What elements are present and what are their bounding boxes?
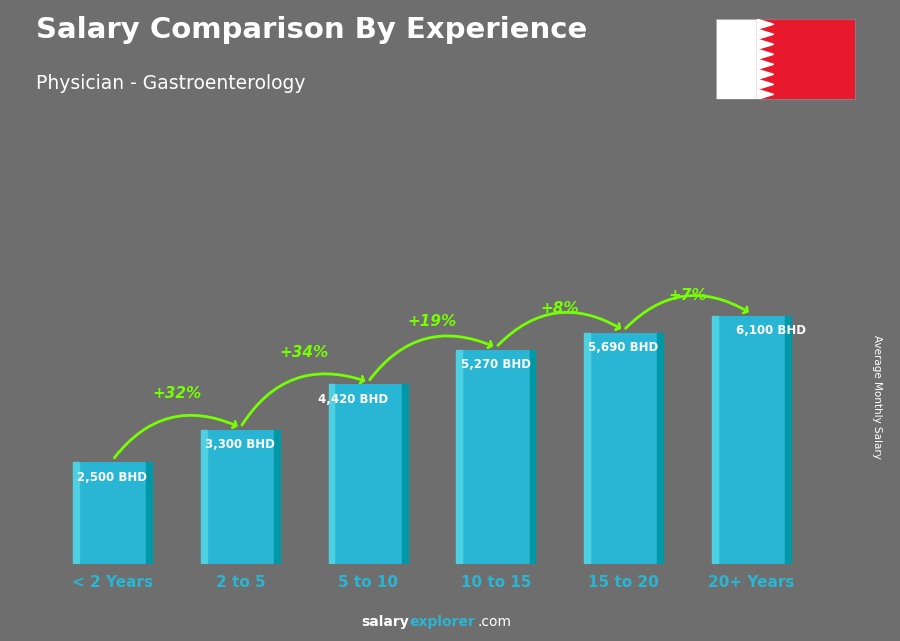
Polygon shape [328,385,334,564]
Polygon shape [758,89,774,99]
Text: +7%: +7% [668,288,706,303]
Text: +8%: +8% [540,301,579,316]
Polygon shape [658,333,663,564]
Polygon shape [584,333,590,564]
Text: Physician - Gastroenterology: Physician - Gastroenterology [36,74,305,93]
Bar [328,385,408,564]
Polygon shape [758,29,774,39]
Polygon shape [758,49,774,60]
Bar [716,19,758,99]
Polygon shape [530,350,536,564]
Text: 5,690 BHD: 5,690 BHD [589,341,659,354]
Polygon shape [456,350,462,564]
Text: 2,500 BHD: 2,500 BHD [76,470,147,483]
Text: 6,100 BHD: 6,100 BHD [735,324,806,337]
Text: Salary Comparison By Experience: Salary Comparison By Experience [36,16,587,44]
Text: 5,270 BHD: 5,270 BHD [461,358,531,371]
Polygon shape [758,19,774,29]
Bar [456,350,536,564]
Polygon shape [402,385,408,564]
Polygon shape [758,39,774,49]
Polygon shape [758,69,774,79]
Bar [584,333,663,564]
Text: 4,420 BHD: 4,420 BHD [318,392,388,406]
Polygon shape [712,316,717,564]
Text: salary: salary [362,615,410,629]
Bar [201,430,280,564]
Text: +34%: +34% [280,345,328,360]
Polygon shape [758,60,774,69]
Text: +32%: +32% [152,386,201,401]
Text: .com: .com [478,615,512,629]
Text: Average Monthly Salary: Average Monthly Salary [872,335,883,460]
Polygon shape [73,462,79,564]
Polygon shape [147,462,152,564]
Text: explorer: explorer [410,615,475,629]
Bar [712,316,791,564]
Polygon shape [785,316,791,564]
Polygon shape [274,430,280,564]
Bar [73,462,152,564]
Text: +19%: +19% [408,313,456,329]
Polygon shape [758,79,774,89]
Polygon shape [201,430,206,564]
Bar [758,19,855,99]
Text: 3,300 BHD: 3,300 BHD [205,438,275,451]
